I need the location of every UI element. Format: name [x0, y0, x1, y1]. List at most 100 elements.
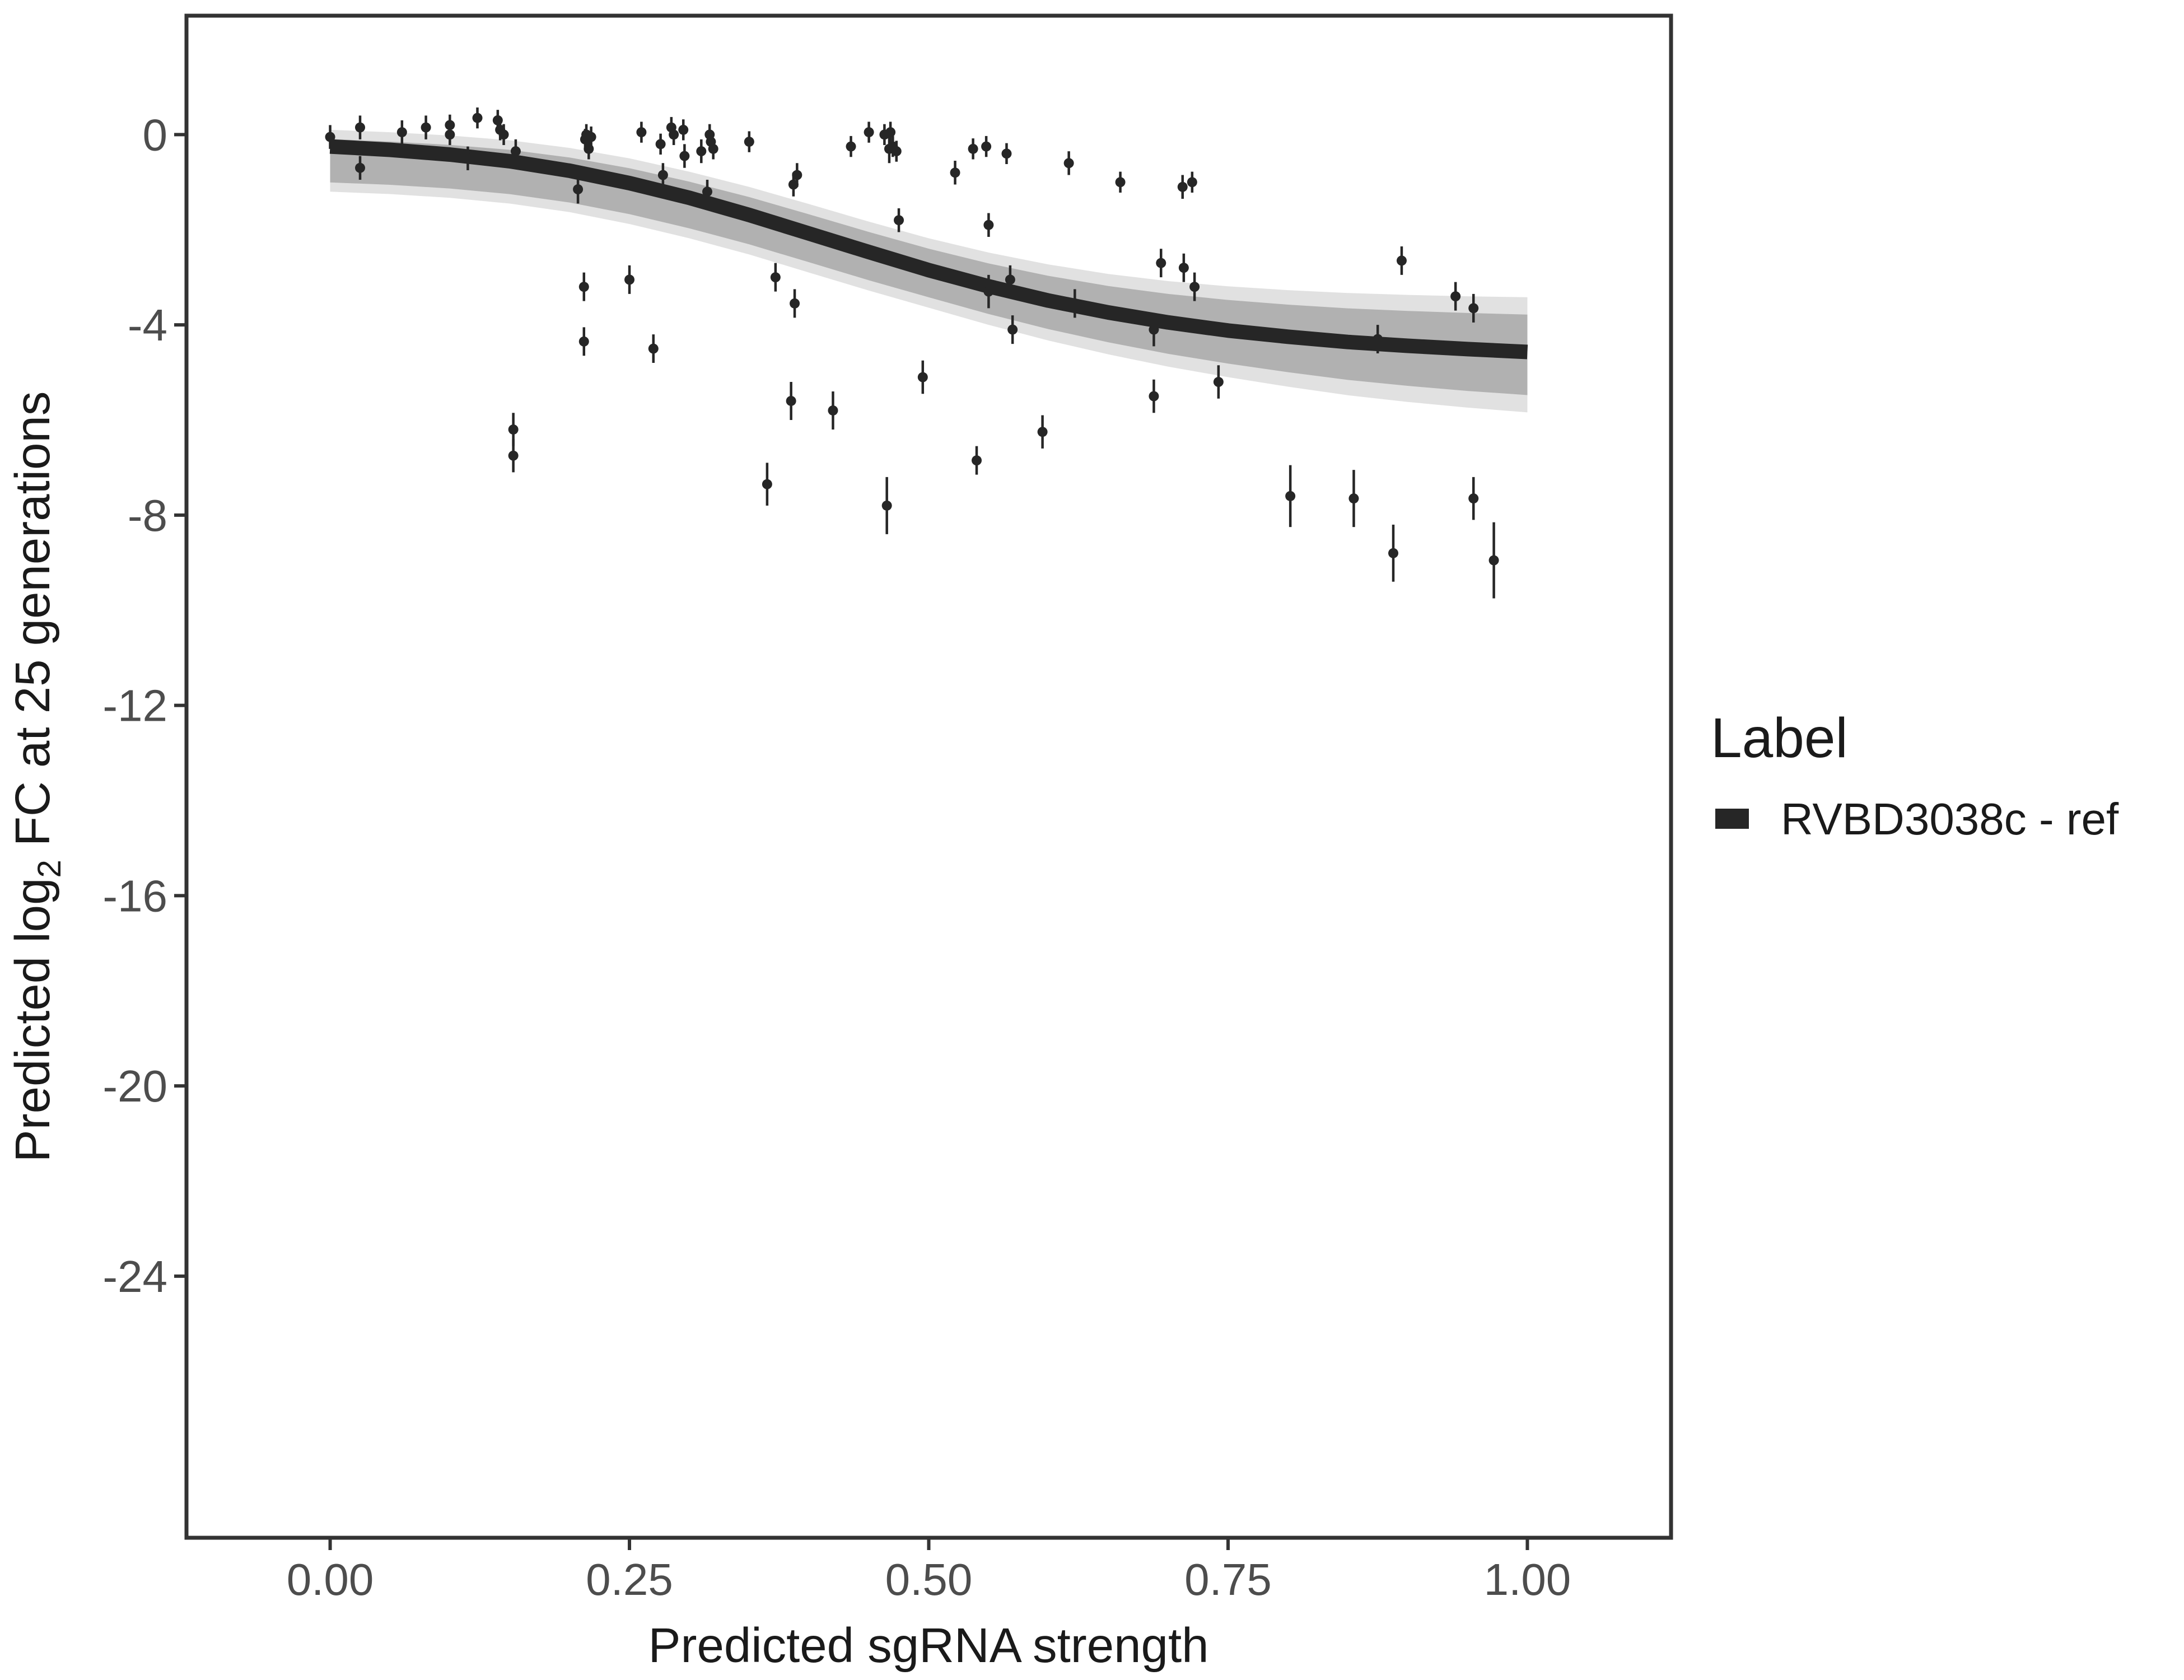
- point-marker: [578, 336, 589, 347]
- data-point: [1156, 249, 1166, 278]
- legend-title: Label: [1711, 707, 1848, 769]
- data-point: [1468, 293, 1479, 323]
- data-point: [1468, 477, 1479, 520]
- point-marker: [508, 450, 519, 461]
- data-point: [1115, 171, 1126, 193]
- data-point: [1373, 325, 1383, 354]
- data-point: [744, 131, 754, 152]
- point-marker: [1115, 177, 1126, 188]
- point-marker: [792, 170, 802, 180]
- point-marker: [669, 129, 679, 140]
- point-marker: [1285, 491, 1296, 501]
- point-marker: [702, 186, 712, 197]
- point-marker: [864, 127, 874, 138]
- point-marker: [1189, 282, 1200, 292]
- point-marker: [1156, 258, 1166, 268]
- data-point: [1450, 282, 1461, 311]
- point-marker: [1187, 177, 1197, 188]
- point-marker: [578, 282, 589, 292]
- data-point: [1149, 379, 1159, 413]
- point-marker: [657, 170, 668, 180]
- data-point: [624, 265, 635, 294]
- point-marker: [1178, 263, 1189, 273]
- point-marker: [762, 479, 772, 489]
- point-marker: [445, 129, 455, 140]
- point-marker: [786, 395, 796, 406]
- data-point: [1063, 151, 1074, 175]
- point-marker: [678, 124, 689, 135]
- point-marker: [1388, 548, 1399, 558]
- data-point: [1285, 465, 1296, 528]
- data-point: [762, 463, 772, 506]
- data-point: [655, 133, 666, 155]
- point-marker: [894, 215, 904, 226]
- data-point: [325, 125, 335, 149]
- data-point: [1348, 470, 1359, 528]
- legend: Label RVBD3038c - ref: [1711, 707, 2119, 844]
- point-marker: [1213, 377, 1224, 388]
- point-marker: [679, 151, 690, 161]
- data-point: [708, 138, 718, 160]
- x-axis-title: Predicted sgRNA strength: [648, 1618, 1208, 1673]
- data-point: [950, 161, 960, 185]
- data-point: [1189, 272, 1200, 301]
- point-marker: [1063, 158, 1074, 169]
- point-marker: [396, 127, 407, 138]
- data-point: [846, 136, 856, 157]
- data-point: [498, 124, 509, 146]
- data-point: [445, 124, 455, 146]
- x-axis: 0.00 0.25 0.50 0.75 1.00: [287, 1539, 1571, 1604]
- data-point: [1005, 265, 1015, 294]
- data-point: [1178, 253, 1189, 282]
- data-point: [983, 213, 994, 237]
- data-point: [578, 272, 589, 301]
- y-tick-label: -16: [102, 871, 167, 921]
- legend-entry-label: RVBD3038c - ref: [1781, 794, 2119, 844]
- point-marker: [1005, 274, 1015, 285]
- point-marker: [917, 372, 928, 382]
- point-marker: [696, 146, 707, 157]
- y-axis-title-subscript: 2: [31, 860, 68, 878]
- point-marker: [421, 122, 431, 133]
- point-marker: [983, 286, 994, 297]
- point-marker: [624, 274, 635, 285]
- point-marker: [968, 143, 978, 154]
- data-point: [573, 175, 584, 204]
- data-point: [1388, 524, 1399, 582]
- y-tick-label: -4: [128, 300, 167, 350]
- point-marker: [1149, 324, 1159, 335]
- point-marker: [1468, 493, 1479, 504]
- data-point: [983, 274, 994, 309]
- data-point: [917, 360, 928, 394]
- point-marker: [655, 139, 666, 150]
- point-marker: [573, 184, 584, 195]
- y-tick-label: 0: [143, 110, 168, 160]
- point-marker: [891, 146, 902, 157]
- data-point: [1177, 175, 1188, 199]
- data-point: [1488, 522, 1499, 599]
- point-marker: [846, 141, 856, 152]
- y-axis-title: Predicted log2 FC at 25 generations: [6, 391, 68, 1163]
- data-point: [1396, 246, 1407, 275]
- point-marker: [1468, 303, 1479, 314]
- point-marker: [1373, 334, 1383, 344]
- point-marker: [950, 167, 960, 178]
- point-marker: [1007, 324, 1018, 335]
- point-marker: [325, 132, 335, 142]
- fit-curve-layer: [329, 139, 1528, 360]
- data-point: [508, 438, 519, 473]
- point-marker: [1001, 148, 1012, 159]
- legend-key-swatch: [1715, 809, 1749, 829]
- point-marker: [708, 143, 718, 154]
- point-marker: [498, 129, 509, 140]
- point-marker: [981, 141, 992, 152]
- point-marker: [881, 500, 892, 511]
- point-marker: [1177, 181, 1188, 192]
- point-marker: [510, 146, 521, 157]
- y-tick-label: -8: [128, 491, 167, 540]
- data-point: [578, 327, 589, 356]
- data-point: [1070, 289, 1080, 318]
- data-point: [702, 180, 712, 204]
